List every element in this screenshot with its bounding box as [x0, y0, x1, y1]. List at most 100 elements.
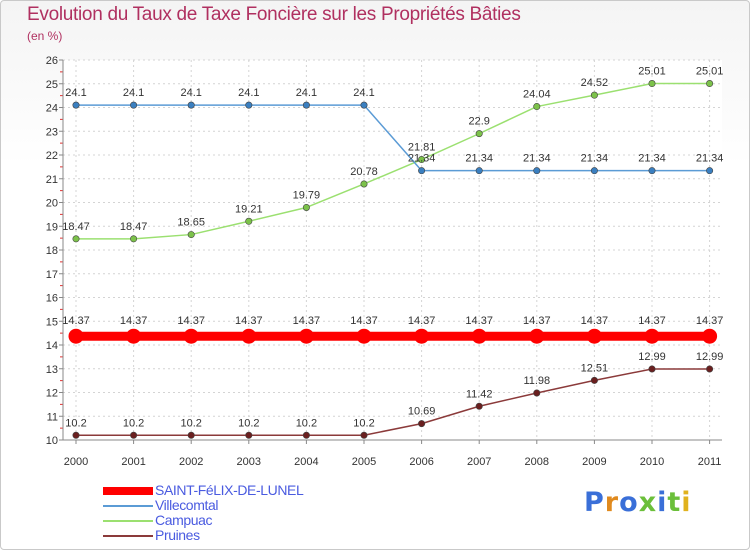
series-point: [533, 389, 541, 397]
data-labels: 24.1 24.1 24.1 24.1 24.1 24.121.34 21.34 21.34 2…: [62, 66, 723, 430]
data-label: 21.34: [465, 153, 493, 165]
y-tick-label: 17: [46, 269, 58, 281]
logo-letter: i: [657, 487, 668, 518]
series-point: [245, 217, 253, 225]
x-tick-label: 2005: [352, 456, 376, 468]
x-tick-label: 2001: [121, 456, 145, 468]
series-point: [418, 167, 426, 175]
data-label: 12.99: [638, 351, 666, 363]
x-tick-label: 2002: [179, 456, 203, 468]
chart-title: Evolution du Taux de Taxe Foncière sur l…: [27, 4, 521, 25]
series-point: [533, 103, 541, 111]
data-label: 14.37: [235, 315, 263, 327]
series-point: [471, 328, 487, 344]
logo-letter: P: [584, 487, 605, 518]
data-label: 19.79: [293, 189, 321, 201]
grid: [63, 59, 722, 441]
series-point: [706, 365, 714, 373]
series-point: [475, 167, 483, 175]
legend-label: Campuac: [155, 512, 213, 528]
data-label: 10.2: [180, 417, 201, 429]
proxiti-logo: Proxiti: [584, 487, 692, 518]
y-tick-label: 16: [46, 293, 58, 305]
series-line: [76, 368, 710, 436]
series-point: [187, 231, 195, 239]
series-point: [298, 328, 314, 344]
y-tick-label: 21: [46, 174, 58, 186]
series-point: [241, 328, 257, 344]
data-label: 14.37: [62, 315, 90, 327]
logo-letter: t: [667, 487, 682, 518]
series-point: [475, 130, 483, 138]
legend-label: SAINT-FéLIX-DE-LUNEL: [155, 482, 304, 498]
series-point: [130, 101, 138, 109]
data-label: 14.37: [293, 315, 321, 327]
data-label: 24.1: [65, 87, 86, 99]
x-tick-label: 2007: [467, 456, 491, 468]
series-point: [72, 431, 80, 439]
series-point: [187, 431, 195, 439]
series-point: [360, 180, 368, 188]
data-label: 14.37: [408, 315, 436, 327]
x-tick-label: 2010: [640, 456, 664, 468]
series-point: [702, 328, 718, 344]
series-point: [414, 328, 430, 344]
series-point: [644, 328, 660, 344]
x-tick-label: 2011: [698, 456, 722, 468]
legend-swatch: [103, 520, 153, 522]
data-label: 14.37: [696, 315, 724, 327]
data-label: 24.04: [523, 89, 551, 101]
data-label: 11.42: [466, 388, 493, 400]
series-line: [76, 104, 710, 172]
x-tick-label: 2008: [525, 456, 549, 468]
legend-swatch: [103, 487, 153, 495]
data-label: 10.2: [65, 417, 86, 429]
data-label: 14.37: [523, 315, 551, 327]
data-label: 14.37: [350, 315, 378, 327]
series-point: [302, 431, 310, 439]
series-point: [187, 101, 195, 109]
data-label: 22.9: [468, 116, 489, 128]
series-layer: [68, 80, 718, 439]
x-tick-label: 2004: [294, 456, 318, 468]
series-point: [590, 167, 598, 175]
data-label: 24.1: [353, 87, 374, 99]
data-label: 25.01: [696, 66, 724, 78]
logo-letter: i: [681, 487, 692, 518]
y-tick-label: 15: [46, 316, 58, 328]
series-point: [302, 203, 310, 211]
data-label: 10.2: [296, 417, 317, 429]
y-tick-label: 13: [46, 364, 58, 376]
data-label: 14.37: [638, 315, 666, 327]
data-label: 10.69: [408, 406, 436, 418]
data-label: 21.34: [523, 153, 551, 165]
series-line: [76, 82, 710, 240]
data-label: 20.78: [350, 166, 378, 178]
data-label: 10.2: [238, 417, 259, 429]
x-tick-label: 2000: [64, 456, 88, 468]
data-label: 18.65: [177, 217, 205, 229]
series-point: [302, 101, 310, 109]
y-tick-label: 12: [46, 388, 58, 400]
series-point: [360, 101, 368, 109]
data-label: 11.98: [523, 375, 550, 387]
data-label: 14.37: [465, 315, 493, 327]
data-label: 10.2: [353, 417, 374, 429]
series-point: [590, 376, 598, 384]
series-point: [72, 235, 80, 243]
x-tick-label: 2009: [582, 456, 606, 468]
series-point: [356, 328, 372, 344]
legend-swatch: [103, 505, 153, 507]
y-tick-label: 20: [46, 198, 58, 210]
legend-label: Pruines: [155, 527, 200, 543]
data-label: 24.52: [581, 77, 609, 89]
logo-letter: x: [638, 487, 658, 518]
data-label: 14.37: [177, 315, 205, 327]
y-tick-label: 19: [46, 221, 58, 233]
y-tick-label: 24: [46, 103, 58, 115]
series-point: [130, 431, 138, 439]
y-tick-label: 26: [46, 55, 58, 67]
data-label: 12.99: [696, 351, 724, 363]
y-tick-label: 22: [46, 150, 58, 162]
series-point: [245, 101, 253, 109]
